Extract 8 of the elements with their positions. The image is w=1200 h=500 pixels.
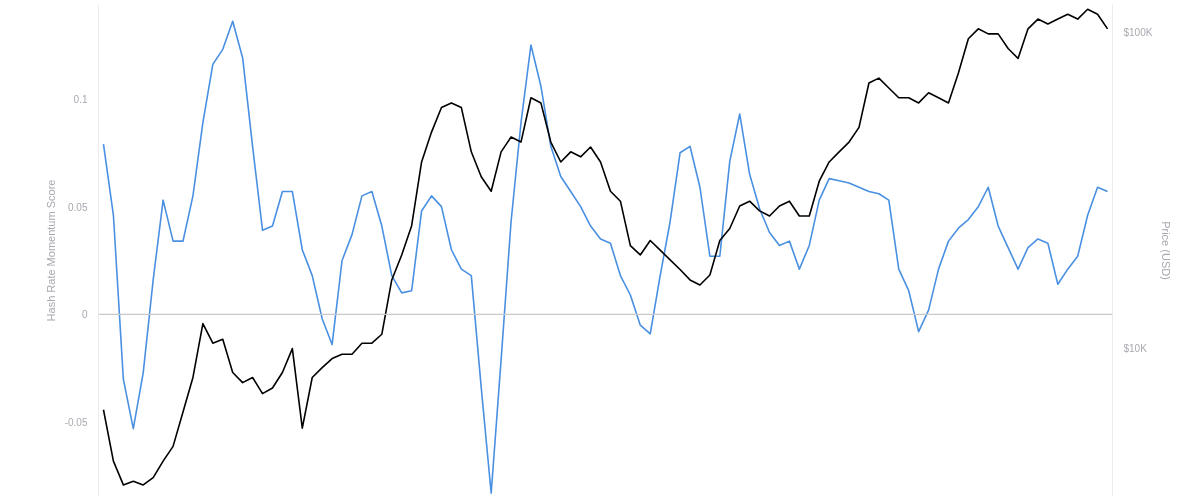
y-tick-label: -0.05 (64, 417, 88, 429)
y-tick-label: 0.05 (68, 201, 88, 213)
y2-tick-label: $100K (1123, 27, 1153, 39)
y2-axis-title: Price (USD) (1160, 221, 1173, 280)
y-axis-title: Hash Rate Momentum Score (44, 179, 57, 322)
y-tick-label: 0 (81, 309, 88, 321)
y2-tick-label: $10K (1123, 343, 1148, 355)
y-tick-label: 0.1 (73, 93, 88, 105)
